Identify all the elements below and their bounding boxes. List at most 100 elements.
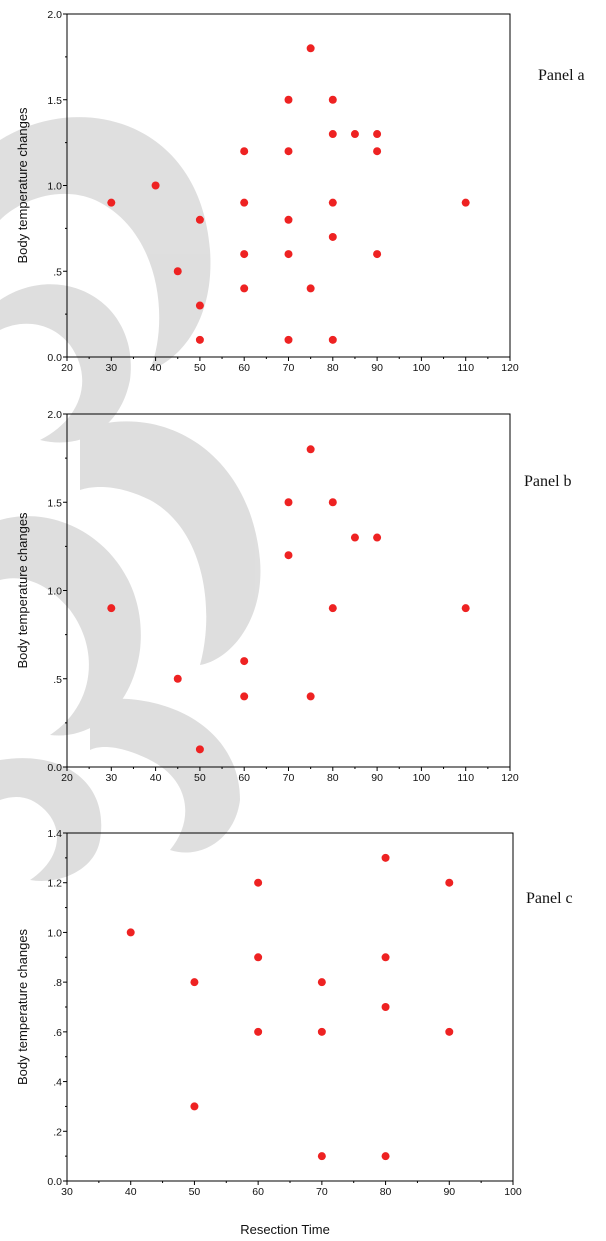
x-tick-label: 50: [189, 1186, 201, 1198]
data-point: [381, 953, 390, 962]
data-point: [373, 250, 382, 259]
watermark: [0, 117, 261, 881]
y-tick-label: .2: [53, 1126, 62, 1138]
y-tick-label: 2.0: [47, 409, 62, 421]
data-point: [254, 953, 263, 962]
x-tick-label: 30: [61, 1186, 73, 1198]
data-point: [107, 604, 116, 613]
x-tick-label: 100: [413, 362, 431, 374]
x-tick-label: 70: [316, 1186, 328, 1198]
x-tick-label: 120: [501, 362, 519, 374]
data-point: [328, 335, 337, 344]
data-point: [173, 674, 182, 683]
data-point: [173, 267, 182, 276]
x-tick-label: 40: [150, 362, 162, 374]
data-point: [284, 215, 293, 224]
y-tick-label: .4: [53, 1077, 62, 1089]
data-point: [284, 250, 293, 259]
x-tick-label: 50: [194, 772, 206, 784]
panel-label: Panel b: [524, 473, 572, 490]
x-tick-label: 90: [443, 1186, 455, 1198]
x-tick-label: 60: [252, 1186, 264, 1198]
y-tick-label: 1.5: [47, 497, 62, 509]
data-point: [373, 130, 382, 139]
scatter-panel-c: 30 40 50 60 70 80 90 100 0.0 .2 .4 .6 .8 1.0 1.2 1.4 Bod…: [15, 828, 573, 1198]
x-tick-label: 60: [238, 772, 250, 784]
data-point: [240, 657, 249, 666]
data-point: [328, 498, 337, 507]
data-point: [240, 250, 249, 259]
y-tick-label: .6: [53, 1027, 62, 1039]
plot-frame: [66, 832, 514, 1182]
y-tick-label: 1.0: [47, 927, 62, 939]
data-point: [306, 692, 315, 701]
y-tick-label: .5: [53, 674, 62, 686]
data-point: [306, 284, 315, 293]
data-point: [328, 198, 337, 207]
x-tick-label: 70: [283, 772, 295, 784]
data-point: [284, 147, 293, 156]
data-point: [317, 978, 326, 987]
data-point: [195, 745, 204, 754]
data-point: [151, 181, 160, 190]
data-point: [284, 95, 293, 104]
data-point: [461, 604, 470, 613]
y-tick-label: 1.2: [47, 878, 62, 890]
data-point: [317, 1027, 326, 1036]
y-tick-label: 1.4: [47, 828, 62, 840]
x-tick-label: 60: [238, 362, 250, 374]
data-point: [328, 232, 337, 241]
y-tick-label: 1.5: [47, 95, 62, 107]
data-point: [240, 198, 249, 207]
x-tick-label: 80: [380, 1186, 392, 1198]
y-tick-label: 1.0: [47, 586, 62, 598]
y-tick-label: 0.0: [47, 1176, 62, 1188]
data-point: [240, 147, 249, 156]
data-point: [373, 147, 382, 156]
x-tick-label: 90: [371, 772, 383, 784]
data-point: [126, 928, 135, 937]
data-point: [284, 498, 293, 507]
x-tick-label: 20: [61, 772, 73, 784]
data-point: [350, 130, 359, 139]
x-tick-label: 70: [283, 362, 295, 374]
data-point: [284, 335, 293, 344]
data-point: [284, 551, 293, 560]
x-tick-label: 120: [501, 772, 519, 784]
data-point: [107, 198, 116, 207]
x-tick-label: 40: [125, 1186, 137, 1198]
data-point: [328, 604, 337, 613]
data-point: [445, 878, 454, 887]
data-point: [461, 198, 470, 207]
data-point: [306, 44, 315, 53]
y-tick-label: 1.0: [47, 181, 62, 193]
data-point: [350, 533, 359, 542]
data-point: [195, 215, 204, 224]
x-tick-label: 50: [194, 362, 206, 374]
scatter-panel-b: 20 30 40 50 60 70 80 90 100 110 120 0.0 .5 1.0 1.5 2.0 B…: [15, 409, 572, 784]
x-tick-label: 100: [504, 1186, 522, 1198]
y-axis-label: Body temperature changes: [15, 512, 30, 669]
x-axis-label: Resection Time: [240, 1222, 330, 1237]
data-point: [381, 1152, 390, 1161]
data-point: [373, 533, 382, 542]
panel-label: Panel c: [526, 890, 573, 907]
data-point: [254, 1027, 263, 1036]
data-point: [240, 692, 249, 701]
x-tick-label: 20: [61, 362, 73, 374]
y-axis-label: Body temperature changes: [15, 107, 30, 264]
x-tick-label: 90: [371, 362, 383, 374]
panel-label: Panel a: [538, 67, 585, 84]
x-tick-label: 100: [413, 772, 431, 784]
y-tick-label: 0.0: [47, 762, 62, 774]
data-point: [381, 1003, 390, 1011]
data-point: [190, 1102, 199, 1111]
y-axis-label: Body temperature changes: [15, 928, 30, 1085]
data-point: [190, 978, 199, 987]
y-tick-label: .5: [53, 266, 62, 278]
data-point: [328, 130, 337, 139]
data-point: [317, 1152, 326, 1161]
data-point: [445, 1027, 454, 1036]
data-point: [195, 335, 204, 344]
